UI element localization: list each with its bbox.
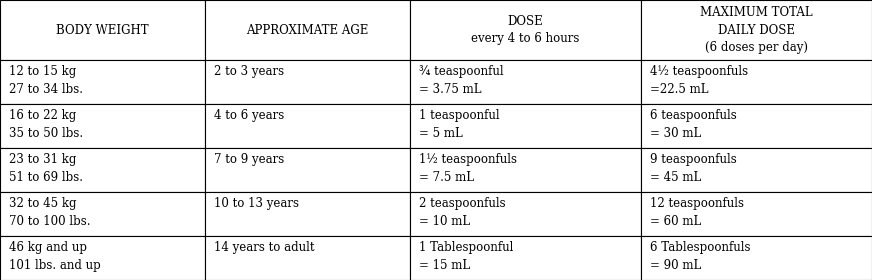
Bar bbox=[410, 236, 641, 280]
Text: 4½ teaspoonfuls
=22.5 mL: 4½ teaspoonfuls =22.5 mL bbox=[650, 65, 748, 96]
Bar bbox=[0, 60, 205, 104]
Text: 2 to 3 years: 2 to 3 years bbox=[214, 65, 283, 78]
Text: 14 years to adult: 14 years to adult bbox=[214, 241, 314, 254]
Text: 1½ teaspoonfuls
= 7.5 mL: 1½ teaspoonfuls = 7.5 mL bbox=[419, 153, 516, 184]
Bar bbox=[641, 104, 872, 148]
Bar bbox=[641, 60, 872, 104]
Text: 12 to 15 kg
27 to 34 lbs.: 12 to 15 kg 27 to 34 lbs. bbox=[9, 65, 83, 96]
Text: 7 to 9 years: 7 to 9 years bbox=[214, 153, 284, 166]
Text: 4 to 6 years: 4 to 6 years bbox=[214, 109, 284, 122]
Text: APPROXIMATE AGE: APPROXIMATE AGE bbox=[246, 24, 369, 37]
Text: 9 teaspoonfuls
= 45 mL: 9 teaspoonfuls = 45 mL bbox=[650, 153, 736, 184]
Bar bbox=[410, 0, 641, 60]
Text: DOSE
every 4 to 6 hours: DOSE every 4 to 6 hours bbox=[471, 15, 580, 45]
Text: 2 teaspoonfuls
= 10 mL: 2 teaspoonfuls = 10 mL bbox=[419, 197, 505, 228]
Text: 46 kg and up
101 lbs. and up: 46 kg and up 101 lbs. and up bbox=[9, 241, 100, 272]
Bar bbox=[0, 192, 205, 236]
Text: 1 teaspoonful
= 5 mL: 1 teaspoonful = 5 mL bbox=[419, 109, 499, 140]
Text: 1 Tablespoonful
= 15 mL: 1 Tablespoonful = 15 mL bbox=[419, 241, 513, 272]
Bar bbox=[0, 104, 205, 148]
Bar bbox=[205, 236, 410, 280]
Text: ¾ teaspoonful
= 3.75 mL: ¾ teaspoonful = 3.75 mL bbox=[419, 65, 503, 96]
Bar bbox=[641, 236, 872, 280]
Bar bbox=[641, 192, 872, 236]
Bar bbox=[0, 148, 205, 192]
Bar bbox=[641, 0, 872, 60]
Bar bbox=[641, 148, 872, 192]
Text: 6 teaspoonfuls
= 30 mL: 6 teaspoonfuls = 30 mL bbox=[650, 109, 736, 140]
Bar bbox=[0, 236, 205, 280]
Text: MAXIMUM TOTAL
DAILY DOSE
(6 doses per day): MAXIMUM TOTAL DAILY DOSE (6 doses per da… bbox=[700, 6, 813, 54]
Text: 6 Tablespoonfuls
= 90 mL: 6 Tablespoonfuls = 90 mL bbox=[650, 241, 750, 272]
Bar bbox=[410, 148, 641, 192]
Bar bbox=[205, 148, 410, 192]
Bar bbox=[205, 192, 410, 236]
Bar bbox=[205, 104, 410, 148]
Bar bbox=[205, 60, 410, 104]
Bar bbox=[410, 104, 641, 148]
Text: 23 to 31 kg
51 to 69 lbs.: 23 to 31 kg 51 to 69 lbs. bbox=[9, 153, 83, 184]
Text: 12 teaspoonfuls
= 60 mL: 12 teaspoonfuls = 60 mL bbox=[650, 197, 744, 228]
Bar bbox=[410, 192, 641, 236]
Bar bbox=[410, 60, 641, 104]
Text: 32 to 45 kg
70 to 100 lbs.: 32 to 45 kg 70 to 100 lbs. bbox=[9, 197, 90, 228]
Bar bbox=[0, 0, 205, 60]
Text: 10 to 13 years: 10 to 13 years bbox=[214, 197, 298, 210]
Bar bbox=[205, 0, 410, 60]
Text: 16 to 22 kg
35 to 50 lbs.: 16 to 22 kg 35 to 50 lbs. bbox=[9, 109, 83, 140]
Text: BODY WEIGHT: BODY WEIGHT bbox=[56, 24, 149, 37]
